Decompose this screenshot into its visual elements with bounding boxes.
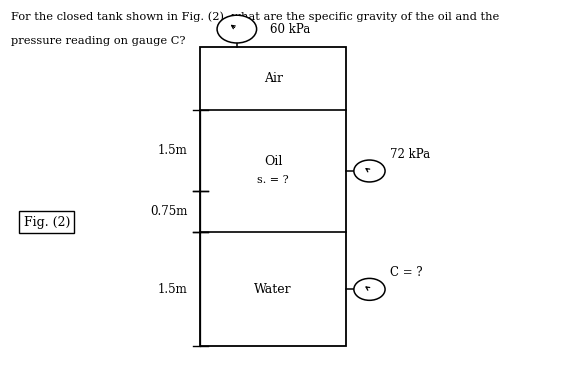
Text: s. = ?: s. = ? [258, 175, 289, 185]
Text: 1.5m: 1.5m [158, 144, 187, 157]
Text: 0.75m: 0.75m [150, 206, 187, 219]
Bar [201, 47, 346, 346]
Circle shape [217, 15, 256, 43]
Text: Oil: Oil [264, 155, 282, 168]
Text: 1.5m: 1.5m [158, 283, 187, 296]
Text: Air: Air [264, 72, 283, 85]
Text: Water: Water [254, 283, 292, 296]
Circle shape [354, 160, 385, 182]
Text: Fig. (2): Fig. (2) [24, 216, 70, 229]
Text: pressure reading on gauge C?: pressure reading on gauge C? [10, 36, 185, 46]
Text: For the closed tank shown in Fig. (2), what are the specific gravity of the oil : For the closed tank shown in Fig. (2), w… [10, 12, 499, 23]
Circle shape [354, 278, 385, 300]
Text: C = ?: C = ? [390, 266, 423, 279]
Text: 60 kPa: 60 kPa [270, 23, 310, 36]
Text: 72 kPa: 72 kPa [390, 148, 431, 161]
